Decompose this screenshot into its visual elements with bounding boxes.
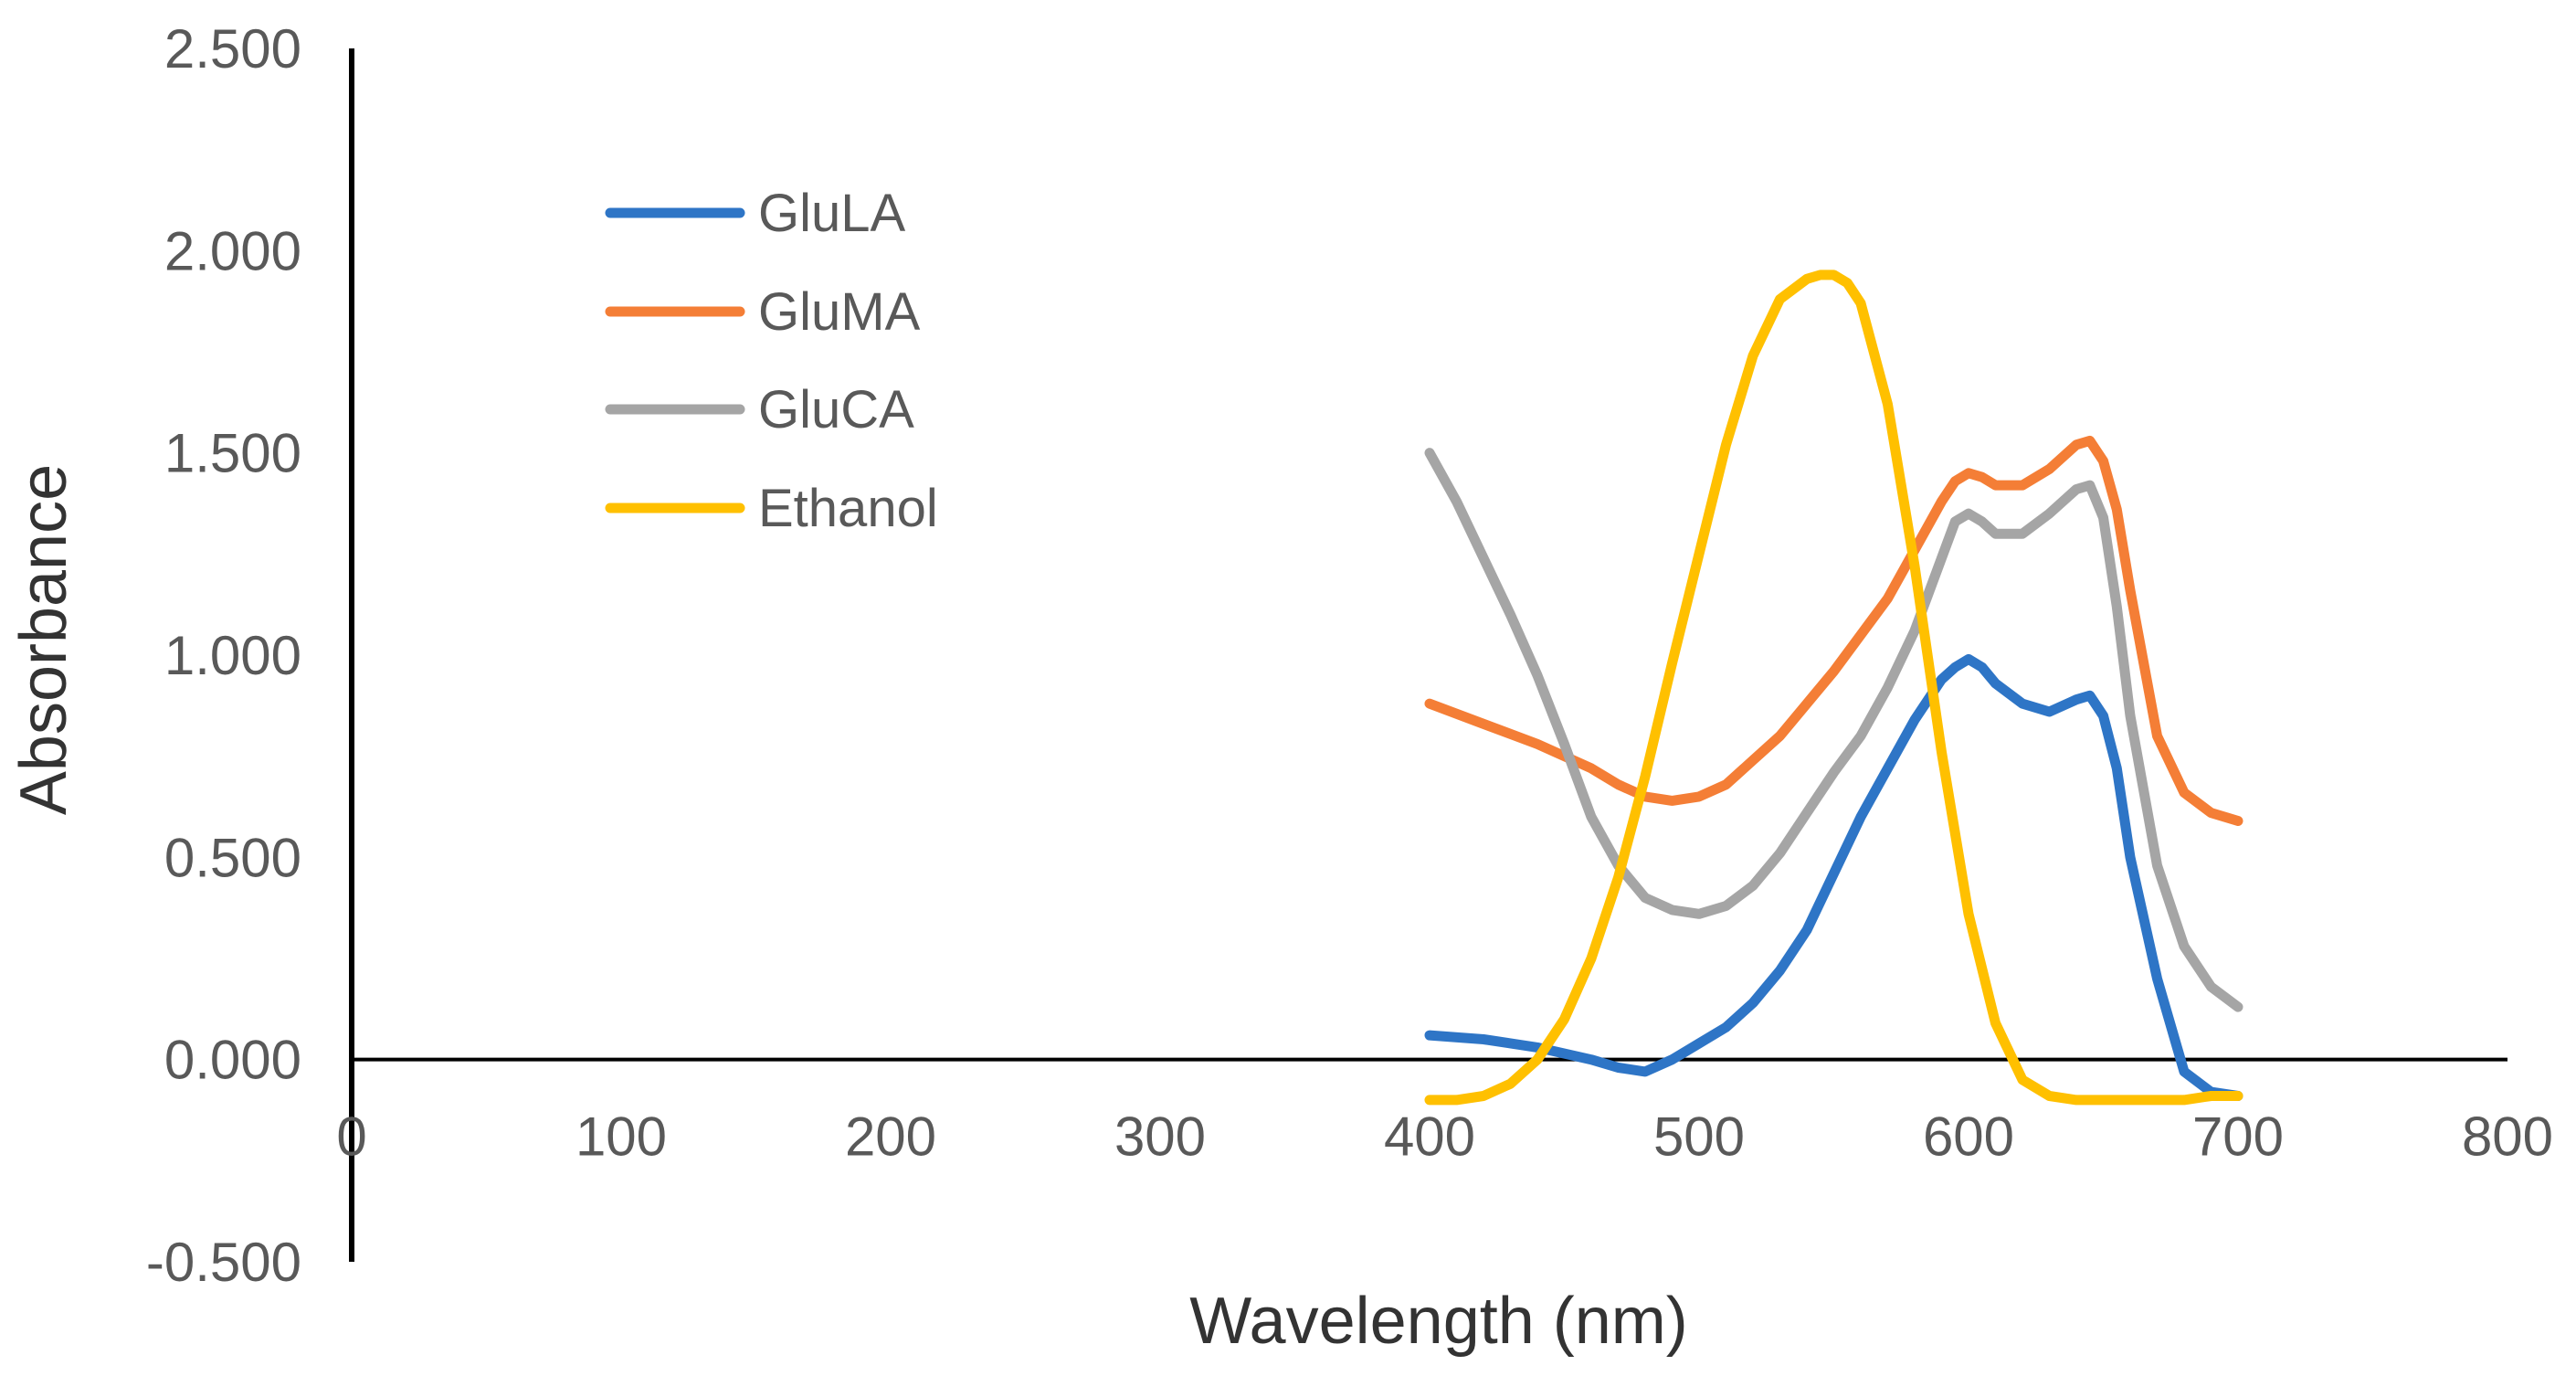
series-layer <box>1424 270 2243 1106</box>
y-tick-label: 1.000 <box>164 625 301 686</box>
legend-label-gluma: GluMA <box>758 282 921 342</box>
legend-label-glula: GluLA <box>758 184 906 243</box>
legend: GluLA GluMA GluCA Ethanol <box>605 184 938 538</box>
x-tick-label: 400 <box>1384 1106 1475 1168</box>
x-tick-label: 0 <box>336 1106 366 1168</box>
y-tick-label: 0.500 <box>164 827 301 888</box>
x-tick-label: 600 <box>1923 1106 2014 1168</box>
y-tick-label: 2.500 <box>164 18 301 79</box>
axes-layer: 2.500 2.000 1.500 1.000 0.500 0.000 -0.500 0 100… <box>146 18 2553 1293</box>
y-tick-label: -0.500 <box>146 1232 301 1293</box>
x-tick-label: 800 <box>2462 1106 2553 1168</box>
x-axis-title: Wavelength (nm) <box>1189 1285 1688 1358</box>
x-tick-label: 200 <box>845 1106 936 1168</box>
series-line-gluma <box>1424 435 2243 826</box>
x-tick-label: 300 <box>1114 1106 1206 1168</box>
x-tick-label: 500 <box>1653 1106 1745 1168</box>
x-tick-label: 700 <box>2192 1106 2284 1168</box>
legend-label-gluca: GluCA <box>758 380 914 439</box>
series-line-gluca <box>1424 448 2243 1012</box>
y-tick-label: 2.000 <box>164 220 301 281</box>
series-line-glula <box>1424 653 2243 1101</box>
x-tick-label: 100 <box>575 1106 667 1168</box>
y-axis-title: Absorbance <box>7 464 80 815</box>
legend-label-ethanol: Ethanol <box>758 479 938 538</box>
y-tick-label: 1.500 <box>164 423 301 484</box>
series-line-ethanol <box>1424 270 2243 1106</box>
y-tick-label: 0.000 <box>164 1030 301 1091</box>
